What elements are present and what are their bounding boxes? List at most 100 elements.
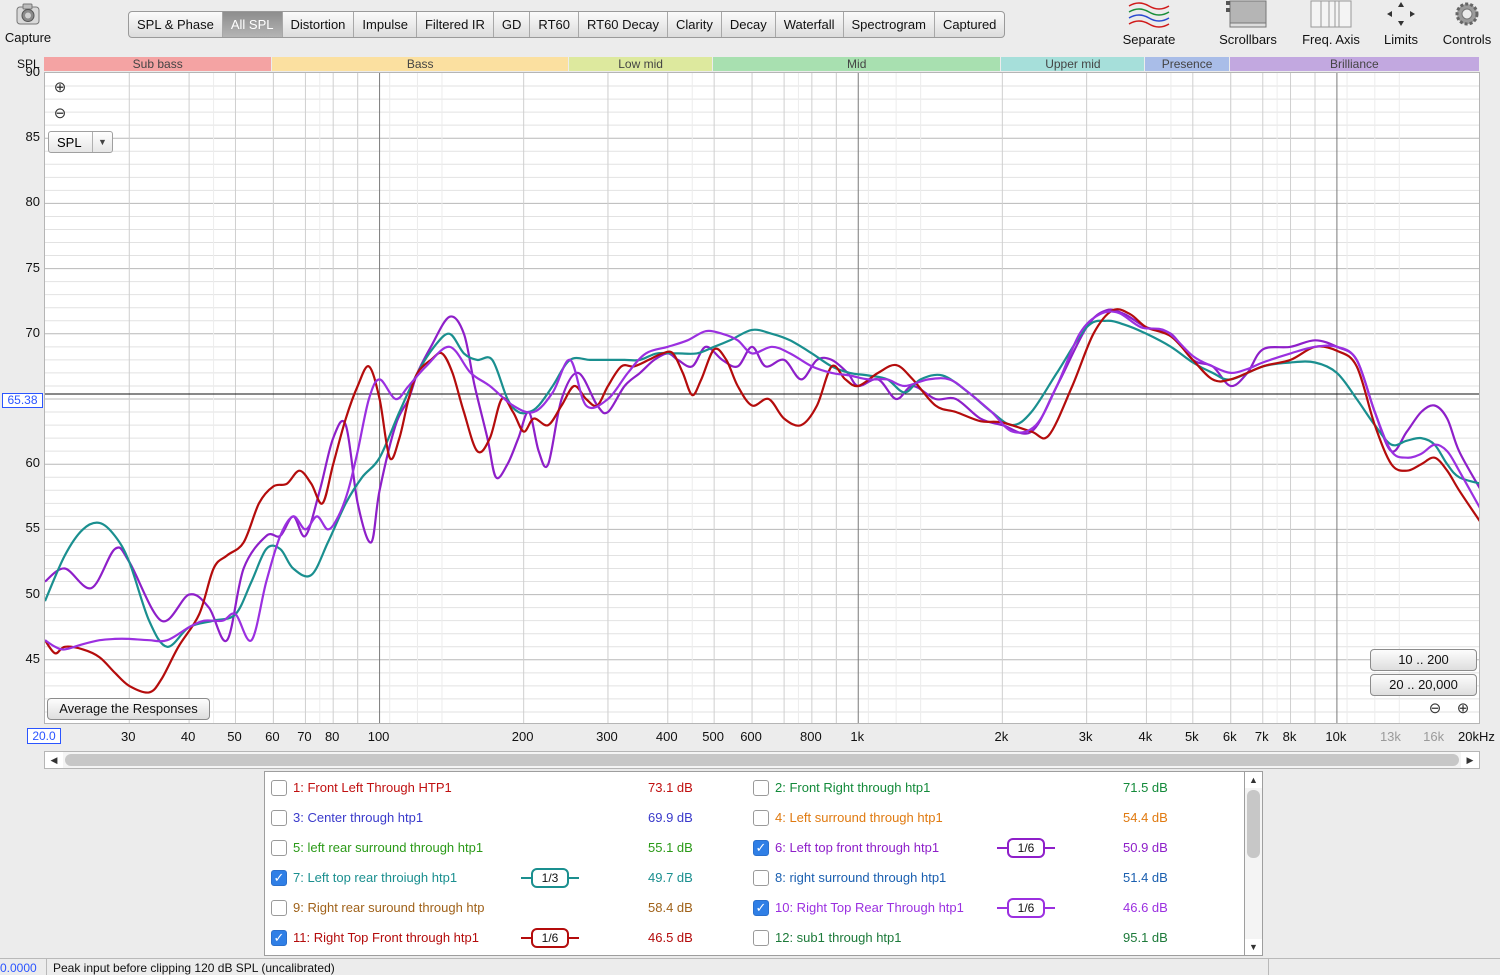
smoothing-badge[interactable]: 1/6 bbox=[997, 898, 1055, 918]
tab-captured[interactable]: Captured bbox=[942, 17, 997, 32]
legend-level: 50.9 dB bbox=[1123, 840, 1168, 855]
freq-axis-button[interactable]: Freq. Axis bbox=[1296, 0, 1366, 47]
limits-icon bbox=[1387, 2, 1415, 26]
legend-label[interactable]: 11: Right Top Front through htp1 bbox=[293, 930, 479, 945]
smoothing-value: 1/3 bbox=[531, 868, 569, 888]
scroll-up-icon[interactable]: ▲ bbox=[1245, 772, 1262, 788]
y-tick-label: 70 bbox=[25, 324, 40, 340]
legend-label[interactable]: 8: right surround through htp1 bbox=[775, 870, 947, 885]
camera-icon bbox=[16, 3, 40, 25]
legend-checkbox-9[interactable] bbox=[271, 900, 287, 916]
tab-decay[interactable]: Decay bbox=[722, 12, 776, 37]
measurement-legend: 1: Front Left Through HTP1 73.1 dB 2: Fron… bbox=[264, 771, 1263, 956]
band-upper-mid: Upper mid bbox=[1001, 57, 1145, 71]
horizontal-scroll-thumb[interactable] bbox=[65, 754, 1459, 766]
smoothing-badge[interactable]: 1/3 bbox=[521, 868, 579, 888]
legend-checkbox-4[interactable] bbox=[753, 810, 769, 826]
tab-clarity[interactable]: Clarity bbox=[668, 12, 722, 37]
smoothing-badge[interactable]: 1/6 bbox=[521, 928, 579, 948]
range-10-200-button[interactable]: 10 .. 200 bbox=[1370, 649, 1477, 671]
legend-label[interactable]: 3: Center through htp1 bbox=[293, 810, 424, 825]
average-responses-button[interactable]: Average the Responses bbox=[47, 698, 210, 720]
tab-rt60-decay[interactable]: RT60 Decay bbox=[579, 12, 668, 37]
legend-label[interactable]: 10: Right Top Rear Through htp1 bbox=[775, 900, 964, 915]
spl-plot[interactable] bbox=[44, 72, 1480, 724]
legend-level: 54.4 dB bbox=[1123, 810, 1168, 825]
view-tabbar: SPL & Phase All SPL Distortion Impulse Filte… bbox=[128, 11, 1006, 38]
gear-icon bbox=[1455, 2, 1479, 26]
x-tick-label: 8k bbox=[1282, 729, 1297, 744]
tab-waterfall[interactable]: Waterfall bbox=[776, 12, 844, 37]
scrollbars-button[interactable]: Scrollbars bbox=[1212, 0, 1284, 47]
legend-item-2: 2: Front Right through htp1 71.5 dB bbox=[753, 778, 1223, 800]
legend-checkbox-11[interactable]: ✓ bbox=[271, 930, 287, 946]
limits-button[interactable]: Limits bbox=[1374, 0, 1428, 47]
y-tick-label: 75 bbox=[25, 259, 40, 275]
legend-label[interactable]: 5: left rear surround through htp1 bbox=[293, 840, 484, 855]
x-zoom-out-icon[interactable]: ⊖ bbox=[1428, 700, 1442, 717]
legend-item-5: 5: left rear surround through htp1 55.1 d… bbox=[271, 838, 741, 860]
legend-scrollbar[interactable]: ▲ ▼ bbox=[1244, 771, 1263, 956]
legend-label[interactable]: 12: sub1 through htp1 bbox=[775, 930, 902, 945]
series-line-4 bbox=[45, 310, 1479, 651]
x-axis-min-field[interactable]: 20.0 bbox=[27, 728, 61, 744]
tab-spl-phase[interactable]: SPL & Phase bbox=[129, 12, 223, 37]
legend-label[interactable]: 9: Right rear suround through htp bbox=[293, 900, 485, 915]
scroll-down-icon[interactable]: ▼ bbox=[1245, 939, 1262, 955]
tab-rt60[interactable]: RT60 bbox=[530, 12, 579, 37]
scroll-right-icon[interactable]: ▶ bbox=[1461, 752, 1479, 768]
legend-checkbox-6[interactable]: ✓ bbox=[753, 840, 769, 856]
tab-gd[interactable]: GD bbox=[494, 12, 531, 37]
smoothing-value: 1/6 bbox=[1007, 898, 1045, 918]
legend-label[interactable]: 4: Left surround through htp1 bbox=[775, 810, 943, 825]
x-tick-label: 800 bbox=[799, 729, 822, 744]
legend-item-12: 12: sub1 through htp1 95.1 dB bbox=[753, 928, 1223, 950]
legend-checkbox-5[interactable] bbox=[271, 840, 287, 856]
x-tick-label: 80 bbox=[324, 729, 340, 744]
legend-label[interactable]: 1: Front Left Through HTP1 bbox=[293, 780, 452, 795]
smoothing-badge[interactable]: 1/6 bbox=[997, 838, 1055, 858]
scrollbars-label: Scrollbars bbox=[1219, 32, 1277, 47]
legend-checkbox-1[interactable] bbox=[271, 780, 287, 796]
horizontal-scrollbar[interactable]: ◀ ▶ bbox=[44, 751, 1480, 769]
x-tick-label: 300 bbox=[596, 729, 618, 744]
x-tick-label: 30 bbox=[121, 729, 136, 744]
legend-checkbox-7[interactable]: ✓ bbox=[271, 870, 287, 886]
legend-level: 58.4 dB bbox=[648, 900, 693, 915]
legend-item-9: 9: Right rear suround through htp 58.4 dB bbox=[271, 898, 741, 920]
x-tick-label: 13k bbox=[1379, 729, 1401, 744]
range-20-20000-button[interactable]: 20 .. 20,000 bbox=[1370, 674, 1477, 696]
legend-item-8: 8: right surround through htp1 51.4 dB bbox=[753, 868, 1223, 890]
legend-checkbox-12[interactable] bbox=[753, 930, 769, 946]
tab-filtered-ir[interactable]: Filtered IR bbox=[417, 12, 494, 37]
x-zoom-in-icon[interactable]: ⊕ bbox=[1456, 700, 1470, 717]
band-sub-bass: Sub bass bbox=[44, 57, 272, 71]
x-tick-label: 5k bbox=[1184, 729, 1199, 744]
legend-item-6: ✓ 6: Left top front through htp1 1/6 50.9 d… bbox=[753, 838, 1223, 860]
band-brilliance: Brilliance bbox=[1229, 57, 1479, 71]
scrollbars-icon bbox=[1226, 0, 1267, 28]
separate-button[interactable]: Separate bbox=[1118, 0, 1180, 47]
scroll-left-icon[interactable]: ◀ bbox=[45, 752, 63, 768]
zoom-out-icon[interactable]: ⊖ bbox=[53, 105, 67, 122]
tab-spectrogram[interactable]: Spectrogram bbox=[844, 12, 935, 37]
y-axis-select[interactable]: SPL ▼ bbox=[48, 131, 113, 153]
legend-label[interactable]: 7: Left top rear throiugh htp1 bbox=[293, 870, 458, 885]
legend-label[interactable]: 2: Front Right through htp1 bbox=[775, 780, 931, 795]
controls-button[interactable]: Controls bbox=[1436, 0, 1498, 47]
x-tick-label: 50 bbox=[227, 729, 242, 744]
legend-checkbox-10[interactable]: ✓ bbox=[753, 900, 769, 916]
tab-distortion[interactable]: Distortion bbox=[283, 12, 355, 37]
zoom-in-icon[interactable]: ⊕ bbox=[53, 79, 67, 96]
tab-impulse[interactable]: Impulse bbox=[354, 12, 417, 37]
legend-checkbox-8[interactable] bbox=[753, 870, 769, 886]
legend-level: 95.1 dB bbox=[1123, 930, 1168, 945]
freq-axis-label: Freq. Axis bbox=[1302, 32, 1360, 47]
legend-label[interactable]: 6: Left top front through htp1 bbox=[775, 840, 940, 855]
tab-all-spl[interactable]: All SPL bbox=[222, 12, 283, 37]
x-tick-label: 60 bbox=[265, 729, 280, 744]
legend-scroll-thumb[interactable] bbox=[1247, 790, 1260, 858]
capture-button[interactable]: Capture bbox=[2, 2, 54, 45]
legend-checkbox-3[interactable] bbox=[271, 810, 287, 826]
legend-checkbox-2[interactable] bbox=[753, 780, 769, 796]
